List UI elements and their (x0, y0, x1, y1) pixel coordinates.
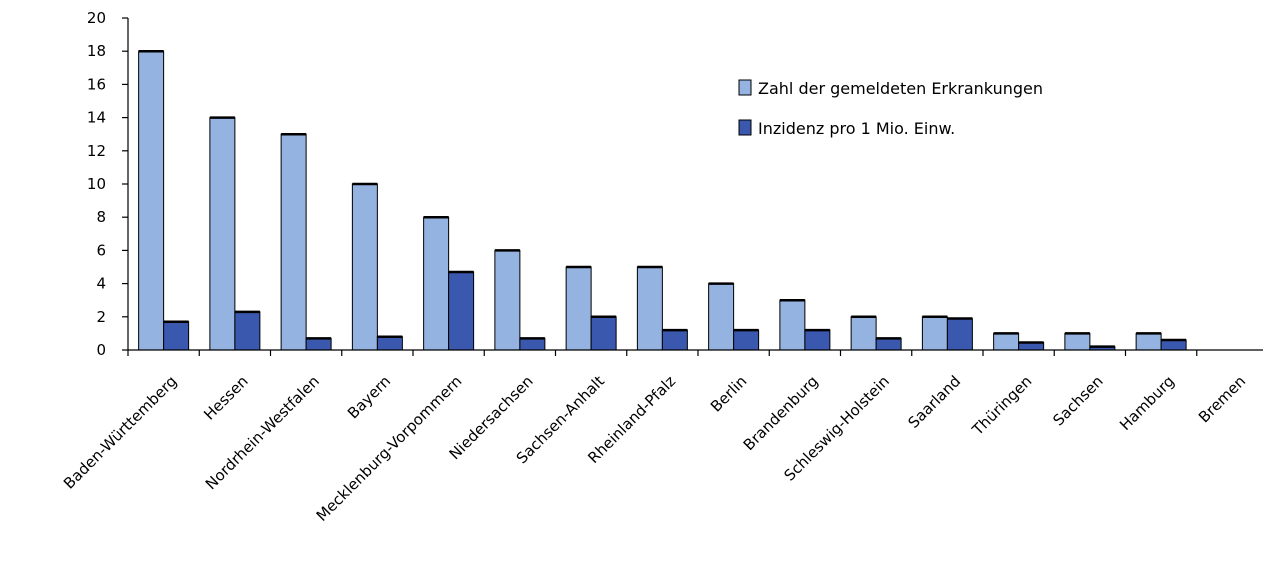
bar-series-1-1 (234, 311, 261, 351)
bar-series-0-8 (708, 283, 735, 351)
y-tick-label: 4 (96, 275, 106, 293)
bar-series-1-10 (875, 337, 902, 351)
legend: Zahl der gemeldeten Erkrankungen Inziden… (738, 79, 1043, 138)
bar-series-1-9 (804, 329, 831, 351)
bar-series-1-2 (305, 337, 332, 351)
bar-series-0-7 (636, 266, 663, 351)
bar-series-0-4 (423, 216, 450, 351)
bar-series-1-6 (590, 316, 617, 351)
bar-series-1-14 (1160, 339, 1187, 351)
x-category-label: Bremen (1195, 372, 1249, 426)
x-axis-ticks: Baden-Württemberg HessenNordrhein-Westfal… (60, 350, 1249, 525)
bar-series-0-6 (565, 266, 592, 351)
bar-series-1-7 (661, 329, 688, 351)
x-category-label: Hamburg (1116, 372, 1178, 434)
bar-series-0-9 (779, 299, 806, 351)
x-category-label: Bayern (344, 372, 394, 422)
legend-swatch-1 (738, 119, 752, 136)
bar-series-1-11 (946, 317, 973, 351)
legend-label-1: Inzidenz pro 1 Mio. Einw. (758, 119, 955, 138)
y-tick-label: 8 (96, 208, 106, 226)
bar-series-1-0 (163, 321, 190, 351)
y-tick-label: 10 (87, 175, 106, 193)
bar-series-0-10 (850, 316, 877, 351)
y-tick-label: 16 (87, 75, 106, 93)
bar-series-0-13 (1064, 332, 1091, 351)
x-category-label: Saarland (904, 372, 964, 432)
y-tick-label: 2 (96, 308, 106, 326)
bar-series-0-1 (209, 117, 236, 351)
x-category-label: Sachsen (1049, 372, 1106, 429)
y-axis-ticks: 0 2 4 6 8 10 12 14 16 18 20 (87, 9, 128, 359)
legend-item-0: Zahl der gemeldeten Erkrankungen (738, 79, 1043, 98)
bar-series-0-12 (993, 332, 1020, 351)
bar-series-1-8 (733, 329, 760, 351)
x-category-label: Thüringen (968, 372, 1035, 439)
y-tick-label: 18 (87, 42, 106, 60)
bar-series-0-3 (351, 183, 378, 351)
bar-series-1-4 (448, 271, 475, 351)
legend-item-1: Inzidenz pro 1 Mio. Einw. (738, 119, 955, 138)
bar-series-0-11 (921, 316, 948, 351)
x-category-label: Berlin (707, 372, 751, 416)
x-category-label: Baden-Württemberg (60, 372, 180, 492)
bar-series-0-14 (1135, 332, 1162, 351)
bar-series-1-3 (376, 336, 403, 351)
x-category-label: Mecklenburg-Vorpommern (313, 372, 466, 525)
y-tick-label: 6 (96, 241, 106, 259)
x-category-label: Hessen (200, 372, 252, 424)
legend-label-0: Zahl der gemeldeten Erkrankungen (758, 79, 1043, 98)
bar-series-0-0 (138, 50, 165, 351)
bar-series-0-5 (494, 249, 521, 351)
y-tick-label: 14 (87, 109, 106, 127)
legend-swatch-0 (738, 79, 752, 96)
bar-series-0-2 (280, 133, 307, 351)
y-tick-label: 12 (87, 142, 106, 160)
bar-series-1-5 (519, 337, 546, 351)
y-tick-label: 20 (87, 9, 106, 27)
y-tick-label: 0 (96, 341, 106, 359)
